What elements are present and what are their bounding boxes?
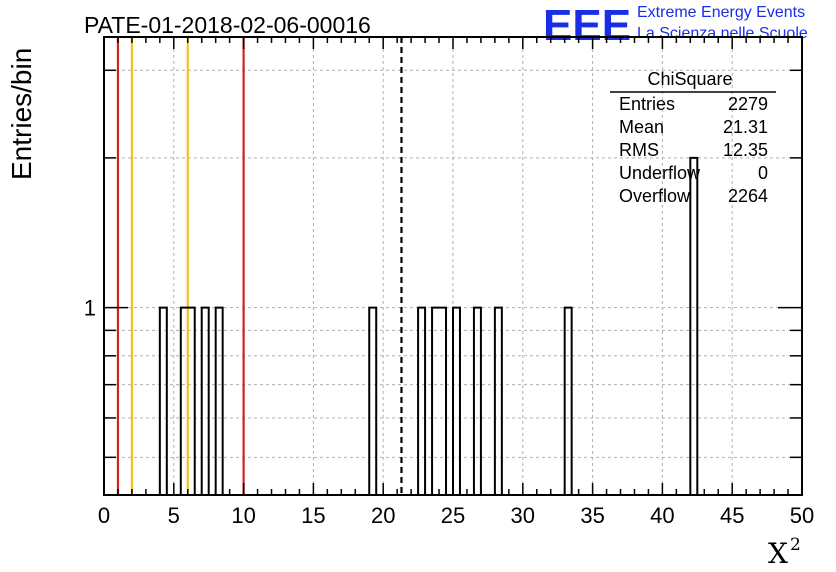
x-tick-label: 35 [580, 503, 604, 528]
x-axis-ticks: 0 5 10 15 20 25 30 35 40 45 50 [98, 37, 814, 528]
stats-label-mean: Mean [619, 117, 664, 137]
histogram-bin [432, 308, 439, 495]
chart-title: PATE-01-2018-02-06-00016 [84, 12, 371, 38]
stats-title: ChiSquare [647, 69, 732, 89]
logo-mark: EEE [543, 1, 631, 50]
stats-value-mean: 21.31 [723, 117, 768, 137]
eee-logo: EEE Extreme Energy Events La Scienza nel… [543, 1, 808, 50]
x-tick-label: 15 [301, 503, 325, 528]
histogram-bin [160, 308, 167, 495]
histogram-bin [690, 158, 697, 495]
x-tick-label: 30 [511, 503, 535, 528]
histogram-bin [202, 308, 209, 495]
histogram-bin [418, 308, 425, 495]
x-tick-label: 50 [790, 503, 814, 528]
x-axis-label: X 2 [768, 535, 801, 570]
histogram-bin [439, 308, 446, 495]
reference-lines [116, 37, 403, 495]
logo-line-1: Extreme Energy Events [637, 4, 805, 21]
x-tick-label: 5 [168, 503, 180, 528]
x-tick-label: 45 [720, 503, 744, 528]
histogram-bin [474, 308, 481, 495]
y-tick-label: 1 [84, 296, 96, 321]
x-tick-label: 25 [441, 503, 465, 528]
stats-value-entries: 2279 [728, 94, 768, 114]
stats-label-entries: Entries [619, 94, 675, 114]
x-axis-label-main: X [768, 537, 788, 570]
histogram-bin [565, 308, 572, 495]
x-tick-label: 40 [650, 503, 674, 528]
histogram-bin [216, 308, 223, 495]
x-tick-label: 20 [371, 503, 395, 528]
stats-label-underflow: Underflow [619, 163, 701, 183]
histogram-bin [369, 308, 376, 495]
x-tick-label: 0 [98, 503, 110, 528]
stats-value-overflow: 2264 [728, 186, 768, 206]
histogram-bin [495, 308, 502, 495]
stats-label-overflow: Overflow [619, 186, 691, 206]
stats-value-underflow: 0 [758, 163, 768, 183]
stats-value-rms: 12.35 [723, 140, 768, 160]
histogram-outline [158, 156, 699, 495]
x-tick-label: 10 [231, 503, 255, 528]
stats-box: ChiSquare Entries 2279 Mean 21.31 RMS 12… [610, 69, 776, 206]
stats-label-rms: RMS [619, 140, 659, 160]
y-axis-label: Entries/bin [6, 48, 37, 180]
y-axis-ticks: 1 [84, 69, 802, 459]
histogram-bins [160, 158, 697, 495]
histogram-bin [453, 308, 460, 495]
x-axis-label-superscript: 2 [790, 535, 801, 555]
